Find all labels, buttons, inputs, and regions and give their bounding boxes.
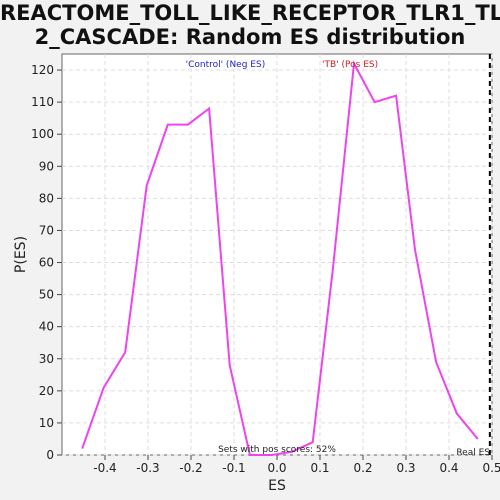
x-tick-label: 0.1 bbox=[310, 461, 329, 475]
pos-scores-note: Sets with pos scores: 52% bbox=[218, 445, 336, 455]
x-tick-label: 0.2 bbox=[353, 461, 372, 475]
y-tick-label: 80 bbox=[39, 191, 54, 205]
y-tick-label: 110 bbox=[31, 95, 54, 109]
neg-es-label: 'Control' (Neg ES) bbox=[186, 60, 266, 70]
y-tick-label: 20 bbox=[39, 384, 54, 398]
x-axis: -0.4 -0.3 -0.2 -0.1 0.0 0.1 0.2 0.3 0.4 0.5 bbox=[93, 455, 500, 475]
x-tick-label: -0.4 bbox=[93, 461, 116, 475]
es-distribution-line bbox=[81, 60, 479, 456]
y-tick-label: 40 bbox=[39, 320, 54, 334]
y-tick-label: 70 bbox=[39, 223, 54, 237]
annotations: 'Control' (Neg ES) 'TB' (Pos ES) Sets wi… bbox=[186, 60, 491, 458]
y-tick-label: 100 bbox=[31, 127, 54, 141]
series-layer bbox=[81, 54, 491, 456]
y-tick-label: 10 bbox=[39, 416, 54, 430]
y-tick-label: 60 bbox=[39, 256, 54, 270]
y-axis-title: P(ES) bbox=[13, 236, 29, 273]
x-tick-label: -0.1 bbox=[222, 461, 245, 475]
y-axis: 0 10 20 30 40 50 60 70 80 90 100 110 120 bbox=[31, 63, 62, 462]
y-tick-label: 90 bbox=[39, 159, 54, 173]
grid bbox=[62, 54, 493, 456]
x-tick-label: -0.2 bbox=[179, 461, 202, 475]
x-tick-label: 0.0 bbox=[267, 461, 286, 475]
pos-es-label: 'TB' (Pos ES) bbox=[322, 60, 378, 70]
real-es-label: Real ES bbox=[456, 448, 490, 458]
y-tick-label: 30 bbox=[39, 352, 54, 366]
x-tick-label: -0.3 bbox=[136, 461, 159, 475]
y-tick-label: 50 bbox=[39, 288, 54, 302]
x-tick-label: 0.3 bbox=[396, 461, 415, 475]
plot-background bbox=[61, 53, 493, 456]
chart-title-line1: REACTOME_TOLL_LIKE_RECEPTOR_TLR1_TLR bbox=[0, 1, 500, 25]
x-tick-label: 0.4 bbox=[439, 461, 458, 475]
x-axis-title: ES bbox=[268, 478, 286, 494]
chart-title-line2: 2_CASCADE: Random ES distribution bbox=[34, 25, 466, 49]
y-tick-label: 120 bbox=[31, 63, 54, 77]
x-tick-label: 0.5 bbox=[482, 461, 500, 475]
y-tick-label: 0 bbox=[46, 448, 54, 462]
